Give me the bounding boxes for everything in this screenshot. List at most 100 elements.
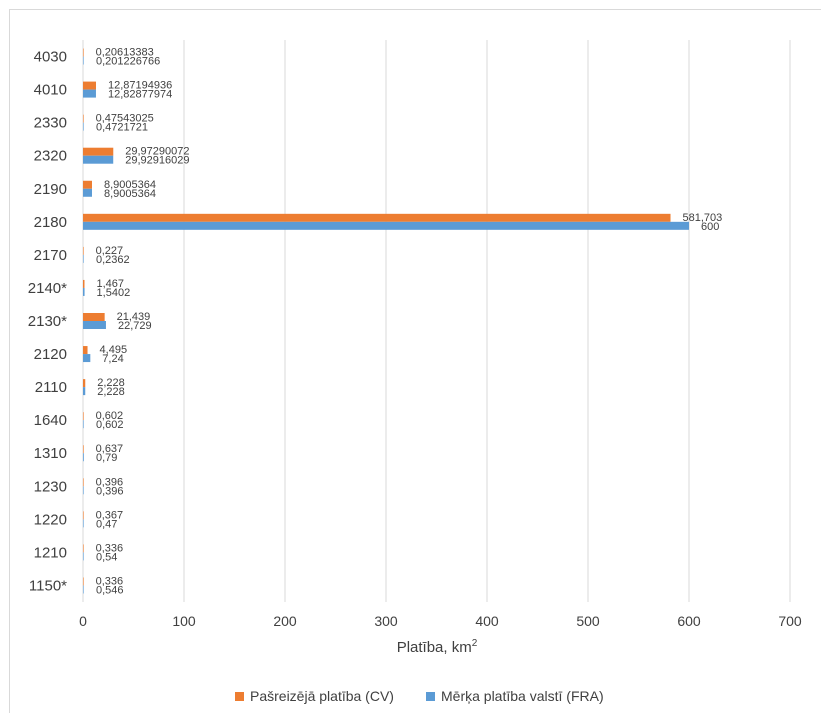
bar-cv xyxy=(83,511,84,520)
bar-cv xyxy=(83,246,84,255)
data-label: 0,602 xyxy=(96,410,124,422)
data-label: 0,201226766 xyxy=(96,56,160,68)
category-label: 2170 xyxy=(34,247,67,264)
data-label: 0,602 xyxy=(96,419,124,431)
bar-cv xyxy=(83,114,84,123)
legend-swatch-cv xyxy=(235,692,244,701)
data-label: 8,9005364 xyxy=(104,188,156,200)
data-label: 581,703 xyxy=(683,212,723,224)
category-label: 2110 xyxy=(35,379,67,396)
bar-fra xyxy=(83,321,106,329)
category-label: 2180 xyxy=(34,214,67,231)
x-tick-label: 400 xyxy=(475,613,499,629)
bar-fra xyxy=(83,354,91,363)
bar-cv xyxy=(83,412,84,421)
category-label: 2140* xyxy=(28,280,67,297)
category-label: 2120 xyxy=(34,346,67,363)
bar-fra xyxy=(83,254,84,263)
bar-fra xyxy=(83,486,84,495)
data-label: 0,336 xyxy=(96,542,124,554)
data-label: 12,82877974 xyxy=(108,89,172,101)
data-label: 4,495 xyxy=(100,344,128,356)
data-label: 0,396 xyxy=(96,485,124,497)
category-label: 4030 xyxy=(34,49,67,66)
data-label: 0,54 xyxy=(96,551,117,563)
category-label: 2190 xyxy=(34,181,67,198)
data-label: 0,336 xyxy=(96,575,124,587)
category-label: 1310 xyxy=(34,445,67,462)
data-label: 12,87194936 xyxy=(108,80,172,92)
bar-cv xyxy=(83,180,92,189)
data-label: 0,47543025 xyxy=(96,113,154,125)
category-label: 2320 xyxy=(34,148,67,165)
data-label: 0,20613383 xyxy=(96,47,154,59)
x-axis-title: Platība, km2 xyxy=(397,638,478,656)
data-label: 22,729 xyxy=(118,320,152,332)
bar-cv xyxy=(83,544,84,553)
data-label: 21,439 xyxy=(117,311,151,323)
bar-fra xyxy=(83,585,84,594)
x-tick-label: 500 xyxy=(576,613,600,629)
bar-cv xyxy=(83,48,84,57)
bar-cv xyxy=(83,279,85,288)
x-tick-label: 600 xyxy=(677,613,701,629)
legend-label-cv: Pašreizējā platība (CV) xyxy=(250,688,394,704)
data-label: 29,92916029 xyxy=(125,155,189,167)
data-label: 0,2362 xyxy=(96,254,130,266)
x-tick-label: 300 xyxy=(374,613,398,629)
bars xyxy=(83,48,689,594)
category-label: 1640 xyxy=(34,412,67,429)
category-label: 2330 xyxy=(34,115,67,132)
bar-fra xyxy=(83,155,114,164)
bar-fra xyxy=(83,387,86,396)
bar-cv xyxy=(83,478,84,487)
x-tick-label: 700 xyxy=(778,613,802,629)
data-label: 0,227 xyxy=(96,245,124,257)
data-label: 1,5402 xyxy=(97,287,131,299)
chart-frame xyxy=(9,9,821,713)
data-label: 0,4721721 xyxy=(96,122,148,134)
data-label: 0,637 xyxy=(96,443,124,455)
bar-cv xyxy=(83,445,84,454)
data-label: 0,47 xyxy=(96,518,117,530)
data-label: 600 xyxy=(701,221,719,233)
bar-cv xyxy=(83,81,97,90)
bar-cv xyxy=(83,379,86,388)
data-label: 1,467 xyxy=(96,278,124,290)
data-label: 29,97290072 xyxy=(125,146,189,158)
bar-fra xyxy=(83,89,96,98)
gridlines xyxy=(82,40,791,602)
data-label: 7,24 xyxy=(102,353,123,365)
bar-fra xyxy=(83,56,84,65)
category-label: 2130* xyxy=(28,313,67,330)
bar-cv xyxy=(83,346,88,355)
data-label: 0,546 xyxy=(96,584,124,596)
data-label: 0,396 xyxy=(96,476,124,488)
bar-fra xyxy=(83,453,84,462)
bar-cv xyxy=(83,213,671,222)
data-label: 0,367 xyxy=(96,509,124,521)
bar-fra xyxy=(83,287,85,296)
bar-fra xyxy=(83,420,84,429)
category-label: 1220 xyxy=(34,511,67,528)
data-label: 2,228 xyxy=(97,386,125,398)
legend-swatch-fra xyxy=(426,692,435,701)
legend-label-fra: Mērķa platība valstī (FRA) xyxy=(441,688,604,704)
x-tick-label: 200 xyxy=(273,613,297,629)
data-label: 2,228 xyxy=(97,377,125,389)
bar-fra xyxy=(83,552,84,561)
category-label: 1210 xyxy=(34,544,67,561)
category-label: 1230 xyxy=(34,478,67,495)
data-label: 8,9005364 xyxy=(104,179,156,191)
bar-fra xyxy=(83,188,92,197)
x-tick-label: 0 xyxy=(79,613,87,629)
data-label: 0,79 xyxy=(96,452,117,464)
bar-cv xyxy=(83,147,114,156)
x-tick-label: 100 xyxy=(172,613,196,629)
legend: Pašreizējā platība (CV) Mērķa platība va… xyxy=(235,688,604,704)
category-labels: 4030 4010 2330 2320 2190 2180 2170 2140* 2130* 21… xyxy=(28,49,67,595)
bar-fra xyxy=(83,519,84,528)
bar-cv xyxy=(83,313,105,321)
